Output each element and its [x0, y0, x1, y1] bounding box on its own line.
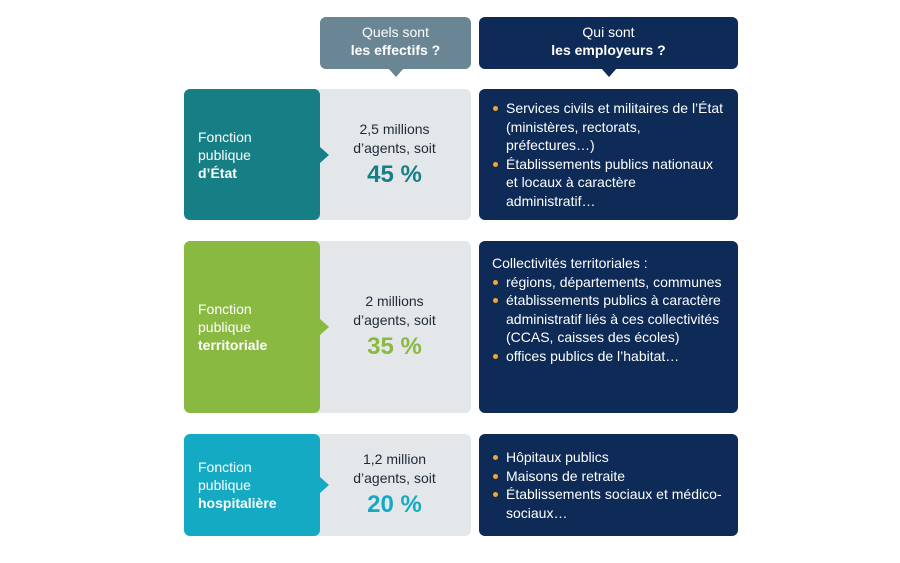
label-hosp-line2: publique	[198, 477, 251, 493]
label-fonction-publique-etat: Fonction publique d’État	[184, 89, 329, 220]
label-hosp-strong: hospitalière	[198, 495, 277, 511]
list-item-text: établissements publics à caractère admin…	[506, 292, 721, 346]
label-fonction-publique-territoriale: Fonction publique territoriale	[184, 241, 329, 413]
list-item-text: Maisons de retraite	[506, 467, 626, 484]
list-item-text: Établissements sociaux et médico-sociaux…	[506, 486, 722, 521]
list-item: régions, départements, communes	[492, 273, 728, 292]
header-employeurs-line1: Qui sont	[582, 24, 635, 40]
list-item: Hôpitaux publics	[492, 448, 728, 467]
header-effectifs-line1: Quels sont	[362, 24, 429, 40]
header-effectifs-line2: les effectifs ?	[350, 42, 441, 58]
percent-etat: 45 %	[367, 160, 422, 188]
percent-territoriale: 35 %	[367, 333, 422, 360]
employeurs-hospitaliere-list: Hôpitaux publics Maisons de retraite Éta…	[492, 448, 728, 522]
header-employeurs: Qui sont les employeurs ?	[479, 17, 738, 77]
effectifs-territoriale: 2 millions d’agents, soit 35 %	[308, 241, 471, 413]
label-etat-strong: d’État	[198, 164, 237, 181]
label-terr-strong: territoriale	[198, 337, 268, 353]
list-item-text: Établissements publics nationaux et loca…	[506, 155, 714, 209]
label-terr-line1: Fonction	[198, 301, 252, 317]
agents-suffix-etat: d’agents, soit	[353, 139, 436, 156]
list-item: Maisons de retraite	[492, 467, 728, 486]
agents-suffix-hospitaliere: d’agents, soit	[353, 470, 436, 486]
employeurs-territoriale: Collectivités territoriales : régions, d…	[479, 241, 738, 413]
employeurs-hospitaliere: Hôpitaux publics Maisons de retraite Éta…	[479, 434, 738, 536]
label-etat-line2: publique	[198, 146, 251, 163]
list-item-text: offices publics de l’habitat…	[506, 347, 680, 364]
bullet-icon	[493, 298, 498, 304]
agents-count-etat: 2,5 millions	[359, 120, 430, 137]
list-item-text: régions, départements, communes	[506, 273, 722, 290]
list-item: offices publics de l’habitat…	[492, 347, 728, 366]
list-item: établissements publics à caractère admin…	[492, 291, 728, 347]
list-item-text: Hôpitaux publics	[506, 449, 609, 465]
agents-count-hospitaliere: 1,2 million	[362, 451, 427, 467]
bullet-icon	[493, 353, 498, 359]
label-terr-line2: publique	[198, 319, 251, 335]
header-effectifs: Quels sont les effectifs ?	[320, 17, 471, 77]
effectifs-hospitaliere: 1,2 million d’agents, soit 20 %	[308, 434, 471, 536]
bullet-icon	[493, 473, 498, 479]
agents-count-territoriale: 2 millions	[365, 293, 424, 309]
agents-suffix-territoriale: d’agents, soit	[353, 312, 436, 328]
bullet-icon	[493, 106, 498, 111]
list-item: Établissements sociaux et médico-sociaux…	[492, 485, 728, 522]
employeurs-territoriale-intro: Collectivités territoriales :	[492, 255, 648, 271]
bullet-icon	[493, 279, 498, 285]
employeurs-etat: Services civils et militaires de l’État …	[479, 89, 738, 220]
bullet-icon	[493, 161, 498, 167]
list-item: Services civils et militaires de l’État …	[492, 99, 728, 155]
bullet-icon	[493, 492, 498, 498]
label-hosp-line1: Fonction	[198, 459, 252, 475]
employeurs-territoriale-list: régions, départements, communes établiss…	[492, 273, 728, 366]
bullet-icon	[493, 455, 498, 460]
list-item: Établissements publics nationaux et loca…	[492, 155, 728, 211]
effectifs-etat: 2,5 millions d’agents, soit 45 %	[308, 89, 471, 220]
employeurs-etat-list: Services civils et militaires de l’État …	[492, 99, 728, 211]
header-employeurs-line2: les employeurs ?	[551, 42, 666, 58]
list-item-text: Services civils et militaires de l’État …	[506, 100, 724, 154]
label-fonction-publique-hospitaliere: Fonction publique hospitalière	[184, 434, 329, 536]
percent-hospitaliere: 20 %	[367, 491, 422, 518]
label-etat-line1: Fonction	[198, 128, 252, 145]
